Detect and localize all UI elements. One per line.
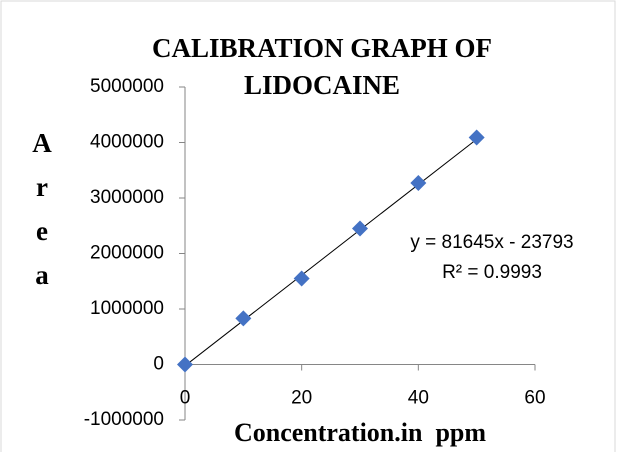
data-point	[177, 356, 193, 373]
y-tick-label: 3000000	[90, 187, 164, 208]
x-tick-label: 20	[291, 388, 312, 409]
x-tick-label: 60	[524, 388, 545, 409]
x-tick-label: 40	[408, 388, 429, 409]
trendline-r2: R² = 0.9993	[442, 262, 542, 283]
trendline-equation: y = 81645x - 23793	[410, 232, 573, 253]
chart-title: CALIBRATION GRAPH OF LIDOCAINE	[151, 33, 493, 100]
y-tick-label: 0	[153, 354, 164, 375]
trendline	[184, 138, 477, 367]
data-point	[468, 129, 485, 146]
y-tick-label: 5000000	[90, 76, 164, 97]
x-axis-label: Concentration.in ppm	[233, 418, 487, 447]
data-point	[352, 220, 368, 237]
data-point	[410, 175, 427, 192]
data-point	[293, 270, 310, 287]
y-tick-label: 2000000	[90, 243, 164, 264]
x-tick-label: 0	[180, 388, 191, 409]
y-tick-label: 1000000	[90, 298, 164, 319]
y-tick-label: 4000000	[90, 132, 164, 153]
data-point	[235, 310, 252, 327]
y-tick-label: -1000000	[84, 409, 164, 430]
y-axis-label: Area	[27, 128, 57, 304]
